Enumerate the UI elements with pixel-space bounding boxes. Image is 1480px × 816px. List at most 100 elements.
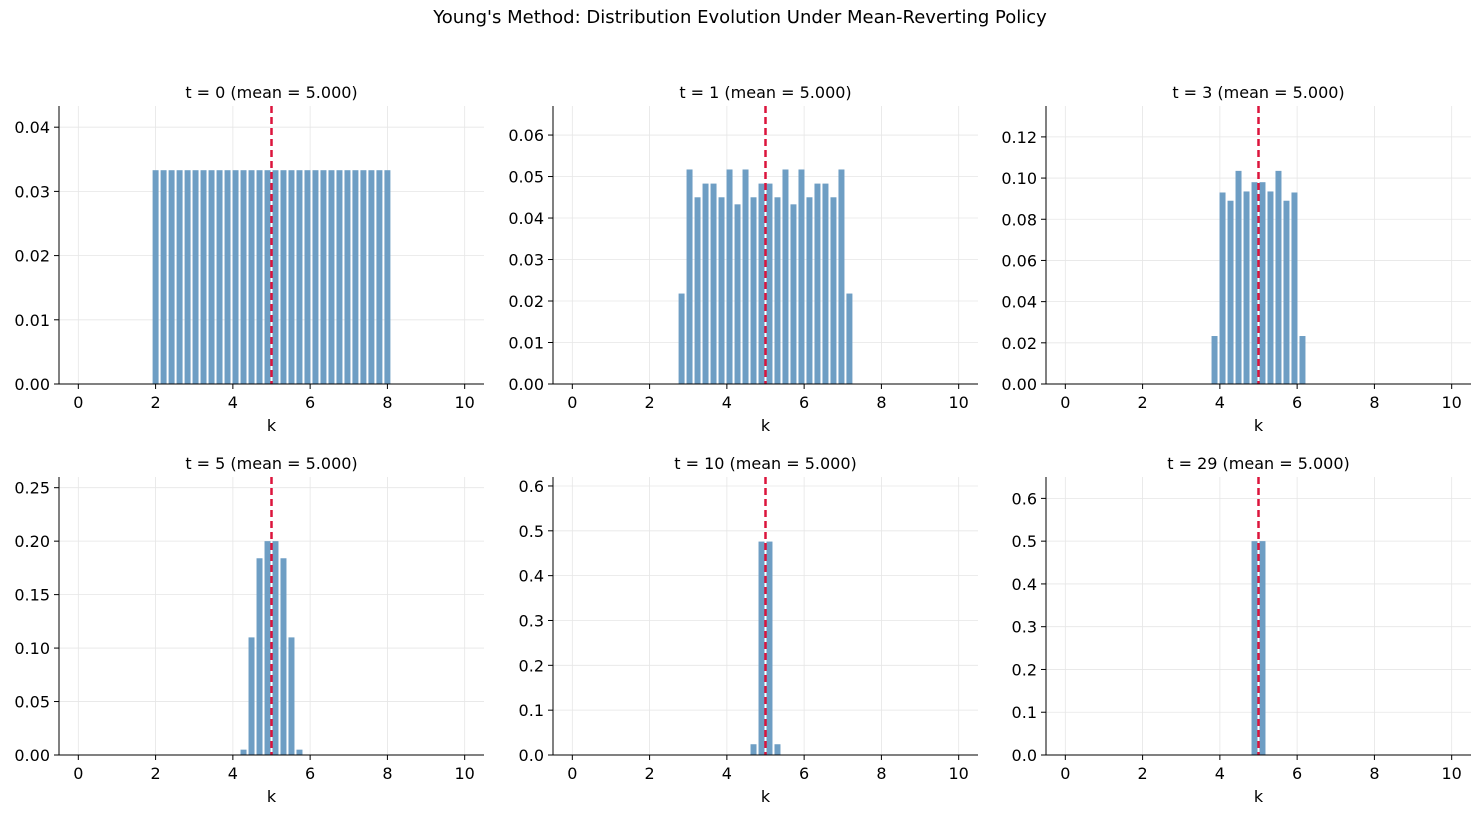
- x-tick-label: 6: [799, 764, 809, 783]
- x-tick-label: 8: [382, 764, 392, 783]
- bar: [288, 170, 295, 384]
- x-tick-label: 6: [305, 393, 315, 412]
- x-tick-label: 4: [1215, 393, 1225, 412]
- x-tick-label: 4: [722, 764, 732, 783]
- y-tick-label: 0.12: [1001, 128, 1037, 147]
- panel-title: t = 5 (mean = 5.000): [185, 454, 357, 473]
- x-tick-label: 0: [73, 764, 83, 783]
- y-tick-label: 0.02: [508, 292, 544, 311]
- bar: [758, 541, 765, 755]
- x-tick-label: 0: [73, 393, 83, 412]
- x-tick-label: 10: [1442, 764, 1462, 783]
- y-tick-label: 0.0: [1012, 746, 1037, 765]
- y-tick-label: 0.08: [1001, 210, 1037, 229]
- bar: [376, 170, 383, 384]
- x-tick-label: 8: [1369, 393, 1379, 412]
- bar: [1251, 541, 1258, 755]
- bar: [1211, 336, 1218, 384]
- bar: [240, 749, 247, 755]
- bar: [1267, 191, 1274, 384]
- x-tick-label: 6: [305, 764, 315, 783]
- y-tick-label: 0.02: [1001, 334, 1037, 353]
- x-tick-label: 10: [455, 393, 475, 412]
- y-tick-label: 0.2: [519, 656, 544, 675]
- x-tick-label: 6: [1292, 764, 1302, 783]
- x-axis-label: k: [761, 787, 771, 806]
- panel-title: t = 3 (mean = 5.000): [1172, 83, 1344, 102]
- bar: [758, 183, 765, 384]
- bar: [1291, 192, 1298, 384]
- bar: [328, 170, 335, 384]
- bar: [280, 558, 287, 755]
- bar: [1251, 182, 1258, 384]
- bar: [288, 637, 295, 755]
- panel-4: 0 2 4 6 8 10 0.0 0.1 0.2 0.3 0.4 0.5 0.6 k t = 10 (mea…: [519, 454, 978, 806]
- bar: [160, 170, 167, 384]
- bar: [766, 183, 773, 384]
- bar: [734, 204, 741, 384]
- bar: [272, 170, 279, 384]
- x-tick-label: 0: [1060, 764, 1070, 783]
- bar: [1235, 170, 1242, 384]
- x-tick-label: 6: [1292, 393, 1302, 412]
- x-tick-label: 0: [567, 393, 577, 412]
- bar: [1227, 200, 1234, 384]
- panel-2: 0 2 4 6 8 10 0.00 0.02 0.04 0.06 0.08 0.10 0.12 k t = …: [1001, 83, 1471, 435]
- y-tick-label: 0.05: [14, 693, 50, 712]
- bar: [200, 170, 207, 384]
- panel-title: t = 0 (mean = 5.000): [185, 83, 357, 102]
- x-tick-label: 4: [228, 393, 238, 412]
- panel-title: t = 10 (mean = 5.000): [674, 454, 857, 473]
- bar: [184, 170, 191, 384]
- y-tick-label: 0.4: [519, 567, 544, 586]
- y-tick-label: 0.03: [508, 251, 544, 270]
- bar: [790, 204, 797, 384]
- y-tick-label: 0.01: [508, 334, 544, 353]
- x-tick-label: 2: [150, 393, 160, 412]
- bar: [264, 541, 271, 755]
- panel-3: 0 2 4 6 8 10 0.00 0.05 0.10 0.15 0.20 0.25 k t = 5 (m…: [14, 454, 484, 806]
- bar: [710, 183, 717, 384]
- y-tick-label: 0.2: [1012, 660, 1037, 679]
- y-tick-label: 0.3: [519, 611, 544, 630]
- bar: [678, 293, 685, 384]
- bar: [208, 170, 215, 384]
- x-axis-label: k: [267, 416, 277, 435]
- y-tick-label: 0.04: [1001, 293, 1037, 312]
- bar: [256, 170, 263, 384]
- bar: [838, 169, 845, 384]
- bar: [774, 744, 781, 755]
- y-tick-label: 0.15: [14, 586, 50, 605]
- bar: [822, 183, 829, 384]
- bar: [352, 170, 359, 384]
- bar: [368, 170, 375, 384]
- bar: [718, 197, 725, 384]
- bar: [1243, 191, 1250, 384]
- figure-title: Young's Method: Distribution Evolution U…: [433, 7, 1047, 28]
- bar: [280, 170, 287, 384]
- bar: [312, 170, 319, 384]
- bar: [1219, 192, 1226, 384]
- bar: [176, 170, 183, 384]
- y-tick-label: 0.06: [508, 126, 544, 145]
- y-tick-label: 0.04: [14, 118, 50, 137]
- x-tick-label: 6: [799, 393, 809, 412]
- x-axis-label: k: [1254, 787, 1264, 806]
- bar: [750, 197, 757, 384]
- bar: [702, 183, 709, 384]
- y-tick-label: 0.4: [1012, 575, 1037, 594]
- x-tick-label: 0: [567, 764, 577, 783]
- x-tick-label: 2: [1137, 393, 1147, 412]
- y-tick-label: 0.02: [14, 247, 50, 266]
- y-tick-label: 0.06: [1001, 251, 1037, 270]
- bar: [240, 170, 247, 384]
- x-tick-label: 2: [644, 764, 654, 783]
- bar: [766, 541, 773, 755]
- bar: [360, 170, 367, 384]
- x-tick-label: 4: [228, 764, 238, 783]
- bar: [742, 169, 749, 384]
- bar: [694, 197, 701, 384]
- y-tick-label: 0.3: [1012, 618, 1037, 637]
- y-tick-label: 0.10: [1001, 169, 1037, 188]
